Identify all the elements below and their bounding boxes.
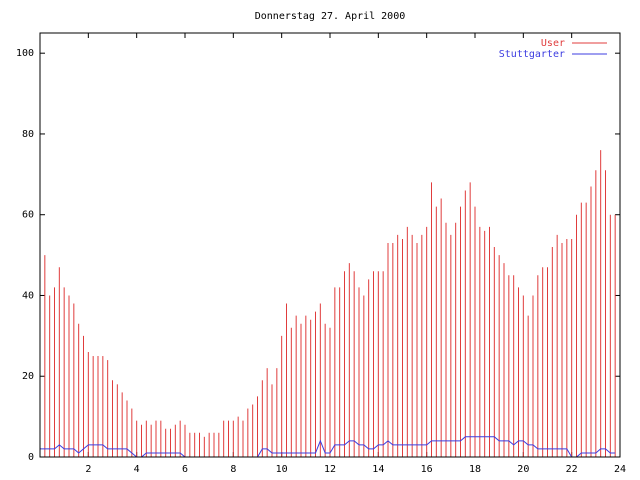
x-tick-label: 6 xyxy=(182,464,188,475)
x-tick-label: 14 xyxy=(372,464,384,475)
x-tick-label: 4 xyxy=(134,464,140,475)
legend-label: Stuttgarter xyxy=(499,49,565,60)
legend-label: User xyxy=(541,38,565,49)
x-tick-label: 8 xyxy=(230,464,236,475)
y-tick-label: 40 xyxy=(22,290,34,301)
x-tick-label: 18 xyxy=(469,464,481,475)
x-tick-label: 2 xyxy=(85,464,91,475)
y-tick-label: 60 xyxy=(22,210,34,221)
x-tick-label: 20 xyxy=(517,464,529,475)
y-tick-label: 20 xyxy=(22,371,34,382)
line xyxy=(40,436,616,458)
x-tick-label: 10 xyxy=(276,464,288,475)
y-tick-label: 80 xyxy=(22,129,34,140)
plot-border xyxy=(39,32,621,458)
x-tick-label: 24 xyxy=(614,464,626,475)
y-tick-label: 100 xyxy=(16,48,34,59)
x-tick-label: 16 xyxy=(421,464,433,475)
chart-title: Donnerstag 27. April 2000 xyxy=(255,11,406,22)
y-tick-label: 0 xyxy=(28,452,34,463)
x-tick-label: 12 xyxy=(324,464,336,475)
x-tick-label: 22 xyxy=(566,464,578,475)
